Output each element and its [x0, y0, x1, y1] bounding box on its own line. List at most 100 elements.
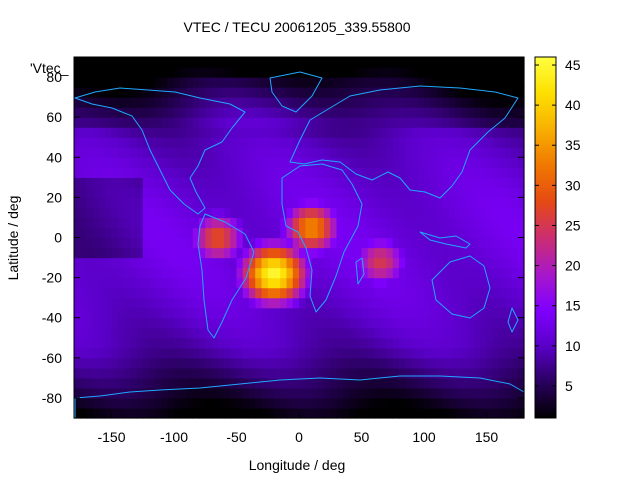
heatmap-cell [367, 367, 375, 379]
heatmap-cell [324, 157, 331, 168]
heatmap-cell [155, 407, 163, 419]
heatmap-cell [317, 307, 325, 319]
heatmap-cell [155, 337, 163, 349]
heatmap-cell [180, 207, 188, 219]
heatmap-cell [105, 227, 113, 239]
heatmap-cell [74, 407, 81, 419]
heatmap-cell [374, 267, 381, 279]
heatmap-cell [449, 357, 456, 369]
heatmap-cell [299, 77, 306, 88]
heatmap-cell [167, 327, 175, 339]
heatmap-cell [411, 217, 419, 229]
heatmap-cell [186, 127, 194, 138]
heatmap-cell [255, 77, 263, 88]
heatmap-cell [342, 237, 350, 249]
heatmap-cell [399, 327, 406, 339]
heatmap-cell [99, 167, 106, 178]
heatmap-cell [274, 237, 281, 249]
heatmap-cell [130, 237, 138, 249]
heatmap-cell [467, 87, 475, 98]
heatmap-cell [405, 217, 413, 229]
heatmap-cell [274, 367, 281, 379]
heatmap-cell [261, 287, 269, 299]
heatmap-cell [480, 77, 488, 88]
coastline-greenland [269, 71, 323, 113]
heatmap-cell [386, 307, 394, 319]
heatmap-cell [292, 357, 300, 369]
heatmap-cell [336, 387, 344, 399]
heatmap-cell [349, 327, 356, 339]
heatmap-cell [117, 167, 125, 178]
heatmap-cell [280, 387, 288, 399]
heatmap-cell [399, 187, 406, 198]
heatmap-cell [255, 307, 263, 319]
heatmap-cell [367, 277, 375, 289]
heatmap-cell [180, 267, 188, 279]
heatmap-cell [367, 307, 375, 319]
heatmap-cell [361, 327, 369, 339]
heatmap-cell [355, 387, 363, 399]
heatmap-cell [261, 87, 269, 98]
heatmap-cell [136, 217, 144, 229]
heatmap-cell [255, 217, 263, 229]
heatmap-cell [92, 227, 100, 239]
heatmap-cell [205, 337, 213, 349]
heatmap-cell [230, 107, 238, 118]
heatmap-cell [317, 147, 325, 158]
heatmap-cell [230, 357, 238, 369]
heatmap-cell [411, 287, 419, 299]
heatmap-cell [292, 277, 300, 289]
heatmap-cell [236, 237, 244, 249]
heatmap-cell [111, 247, 119, 259]
heatmap-cell [311, 307, 319, 319]
heatmap-cell [430, 77, 438, 88]
heatmap-cell [392, 357, 400, 369]
heatmap-cell [224, 357, 231, 369]
heatmap-cell [117, 337, 125, 349]
heatmap-cell [86, 137, 94, 148]
heatmap-cell [430, 257, 438, 269]
heatmap-cell [80, 227, 88, 239]
heatmap-cell [161, 107, 169, 118]
heatmap-cell [211, 297, 219, 309]
heatmap-cell [342, 177, 350, 188]
heatmap-cell [361, 387, 369, 399]
heatmap-cell [367, 117, 375, 128]
heatmap-cell [286, 137, 294, 148]
heatmap-cell [349, 87, 356, 98]
heatmap-cell [149, 177, 156, 188]
heatmap-cell [261, 297, 269, 309]
heatmap-cell [386, 197, 394, 209]
heatmap-cell [455, 347, 463, 359]
heatmap-cell [386, 327, 394, 339]
heatmap-cell [217, 257, 225, 269]
heatmap-cell [405, 327, 413, 339]
heatmap-cell [174, 187, 181, 198]
heatmap-cell [255, 197, 263, 209]
heatmap-cell [292, 297, 300, 309]
heatmap-cell [105, 167, 113, 178]
heatmap-cell [386, 217, 394, 229]
heatmap-cell [474, 237, 481, 249]
heatmap-cell [142, 237, 150, 249]
heatmap-cell [411, 157, 419, 168]
heatmap-cell [255, 57, 263, 68]
heatmap-cell [505, 137, 513, 148]
heatmap-cell [192, 57, 200, 68]
heatmap-cell [80, 337, 88, 349]
heatmap-cell [461, 197, 469, 209]
heatmap-cell [111, 217, 119, 229]
heatmap-cell [392, 267, 400, 279]
heatmap-cell [142, 287, 150, 299]
heatmap-cell [80, 307, 88, 319]
heatmap-cell [86, 167, 94, 178]
heatmap-cell [142, 117, 150, 128]
heatmap-cell [449, 267, 456, 279]
heatmap-cell [392, 307, 400, 319]
heatmap-cell [92, 337, 100, 349]
heatmap-cell [392, 87, 400, 98]
heatmap-cell [386, 367, 394, 379]
heatmap-cell [174, 137, 181, 148]
heatmap-cell [161, 177, 169, 188]
heatmap-cell [105, 387, 113, 399]
